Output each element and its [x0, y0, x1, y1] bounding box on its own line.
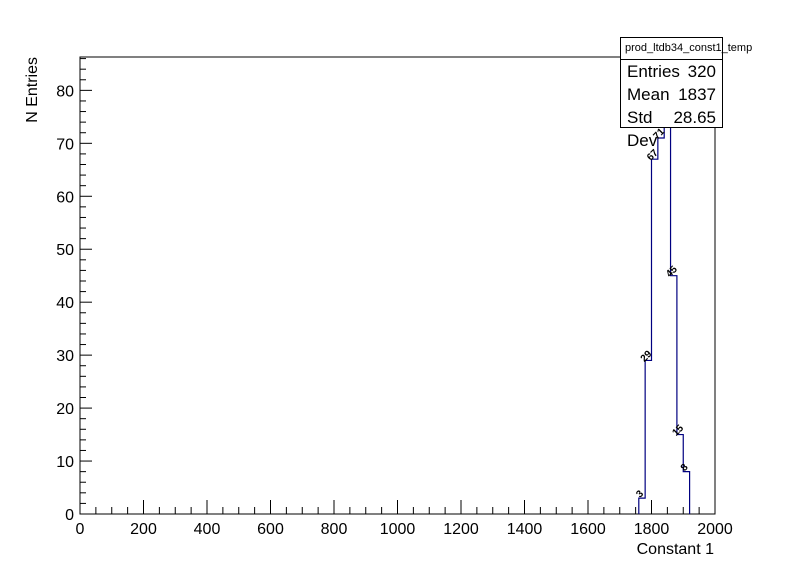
x-axis-label: Constant 1	[637, 541, 714, 558]
stats-entries-value: 320	[687, 62, 716, 81]
stats-box: prod_ltdb34_const1_temp Entries 320 Mean…	[620, 37, 752, 150]
y-tick-label: 30	[56, 348, 74, 365]
stats-mean-label: Mean	[627, 85, 670, 104]
bin-count-label: 45	[664, 264, 680, 280]
histogram-bin	[677, 435, 683, 514]
y-axis: 0 10 20 30 40 50 60 70 80	[56, 58, 92, 524]
stats-title: prod_ltdb34_const1_temp	[621, 38, 752, 60]
histogram-bin	[645, 360, 651, 514]
y-tick-label: 50	[56, 242, 74, 259]
x-tick-label: 1600	[570, 521, 606, 538]
x-tick-label: 0	[76, 521, 85, 538]
stats-row-entries: Entries 320	[621, 60, 722, 83]
stats-mean-value: 1837	[678, 85, 716, 104]
x-tick-label: 2000	[697, 521, 733, 538]
x-tick-label: 1800	[634, 521, 670, 538]
bin-count-label: 15	[670, 423, 686, 439]
stats-row-mean: Mean 1837	[621, 83, 722, 106]
x-axis: 0 200 400 600 800 1000 1200 1400 1600 1800 2000	[76, 500, 733, 538]
stats-row-stddev: Std Dev 28.65	[621, 106, 722, 152]
y-tick-label: 20	[56, 401, 74, 418]
histogram-bin	[652, 159, 658, 514]
bin-count-label: 29	[639, 349, 655, 365]
stats-entries-label: Entries	[627, 62, 680, 81]
histogram-bin	[683, 472, 689, 514]
histogram-bin	[658, 138, 664, 514]
x-tick-label: 200	[130, 521, 157, 538]
x-tick-label: 600	[257, 521, 284, 538]
x-tick-label: 400	[194, 521, 221, 538]
y-axis-label: N Entries	[24, 57, 41, 123]
stats-stddev-value: 28.65	[673, 108, 716, 127]
y-tick-label: 60	[56, 189, 74, 206]
x-tick-label: 800	[321, 521, 348, 538]
y-tick-label: 80	[56, 83, 74, 100]
histogram-bin	[639, 498, 645, 514]
stats-stddev-label: Std Dev	[627, 108, 658, 150]
x-tick-label: 1000	[380, 521, 416, 538]
x-tick-label: 1200	[443, 521, 479, 538]
x-tick-label: 1400	[507, 521, 543, 538]
y-tick-label: 10	[56, 454, 74, 471]
y-tick-label: 40	[56, 295, 74, 312]
histogram-bin	[671, 276, 677, 514]
y-tick-label: 0	[65, 507, 74, 524]
y-tick-label: 70	[56, 136, 74, 153]
